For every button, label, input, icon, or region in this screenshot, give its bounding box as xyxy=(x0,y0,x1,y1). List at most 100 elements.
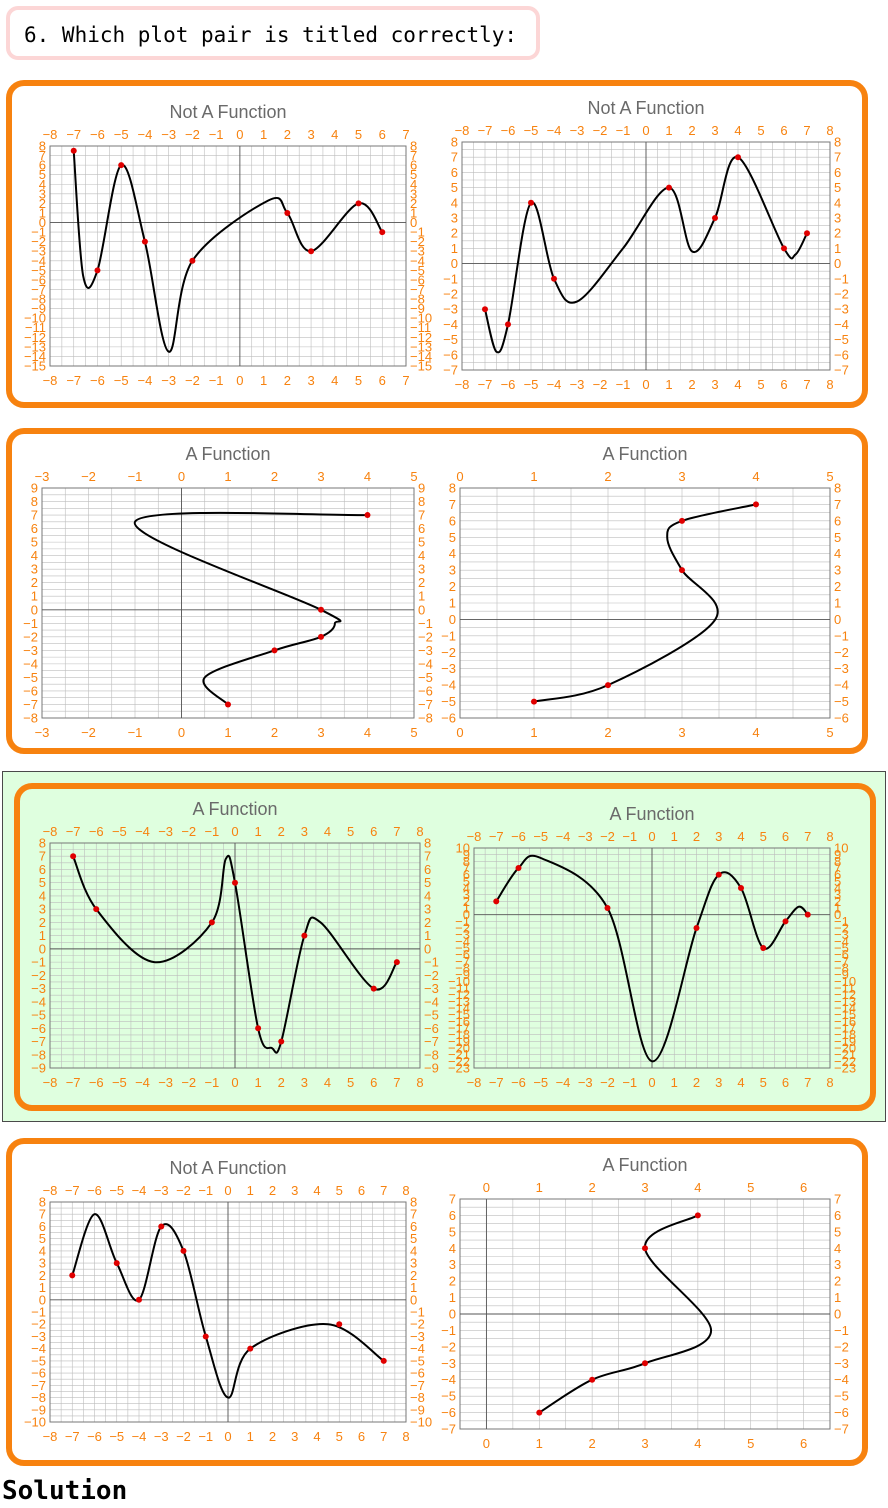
y-tick-label: 5 xyxy=(410,1231,417,1246)
y-tick-label: −4 xyxy=(31,253,46,268)
x-tick-label: −3 xyxy=(161,373,176,388)
x-tick-label: 7 xyxy=(380,1183,387,1198)
data-point xyxy=(141,238,148,245)
y-tick-label: 2 xyxy=(451,226,458,241)
chart-title: Not A Function xyxy=(587,98,704,118)
y-tick-label: −13 xyxy=(410,339,432,354)
x-tick-label: 1 xyxy=(224,725,231,740)
x-tick-label: 2 xyxy=(693,829,700,844)
x-tick-label: 1 xyxy=(255,824,262,839)
y-tick-label: 0 xyxy=(424,941,431,956)
y-tick-label: 8 xyxy=(449,481,456,496)
x-tick-label: −7 xyxy=(478,377,493,392)
y-tick-label: 7 xyxy=(463,861,470,876)
y-tick-label: −15 xyxy=(24,359,46,374)
chart-svg: −8−8−7−7−6−6−5−5−4−4−3−3−2−2−1−100112233… xyxy=(443,98,849,392)
y-tick-label: 5 xyxy=(451,180,458,195)
chart-title: Not A Function xyxy=(169,102,286,122)
x-tick-label: 4 xyxy=(313,1183,320,1198)
y-tick-label: 6 xyxy=(39,862,46,877)
x-tick-label: −6 xyxy=(90,373,105,388)
y-tick-label: 0 xyxy=(451,256,458,271)
x-tick-label: 5 xyxy=(747,1436,754,1451)
answer-option-1[interactable] xyxy=(6,80,868,408)
y-tick-label: −3 xyxy=(31,1329,46,1344)
data-point xyxy=(528,199,534,206)
y-tick-label: −3 xyxy=(441,661,456,676)
plot-4-left: −8 −8 −7 −7 −6 −6 −5 −5 −4 −4 −3 −3 −2 −2 −1 −1 0 0 1 1 2 2 3 3… xyxy=(24,1158,432,1444)
x-tick-label: −4 xyxy=(138,373,153,388)
x-tick-label: 5 xyxy=(410,725,417,740)
y-tick-label: 7 xyxy=(834,861,841,876)
x-tick-label: 6 xyxy=(370,1075,377,1090)
x-tick-label: −7 xyxy=(489,1075,504,1090)
y-tick-label: 8 xyxy=(410,139,417,154)
y-tick-label: 8 xyxy=(410,1195,417,1210)
y-tick-label: −3 xyxy=(418,643,433,658)
y-tick-label: −3 xyxy=(410,244,425,259)
data-point xyxy=(355,200,362,207)
answer-option-2[interactable] xyxy=(6,428,868,754)
y-tick-label: −9 xyxy=(31,1061,46,1076)
plot-4-right: 0 0 1 1 2 2 3 3 4 4 5 5 6 6 −7 −7 −6 −6 −5 −5 −4 −4 −3 −3 −2 −2 −1… xyxy=(441,1155,849,1451)
y-tick-label: −15 xyxy=(448,1007,470,1022)
chart-title: A Function xyxy=(609,804,694,824)
x-tick-label: −8 xyxy=(43,1429,58,1444)
x-tick-label: 8 xyxy=(826,1075,833,1090)
x-tick-label: −6 xyxy=(87,1183,102,1198)
data-point xyxy=(753,501,759,508)
y-tick-label: 8 xyxy=(463,854,470,869)
y-tick-label: −6 xyxy=(441,711,456,726)
y-tick-label: −15 xyxy=(834,1007,856,1022)
y-tick-label: −7 xyxy=(834,363,849,378)
y-tick-label: 3 xyxy=(449,1257,456,1272)
x-tick-label: 4 xyxy=(331,373,338,388)
y-tick-label: −8 xyxy=(410,1390,425,1405)
data-point xyxy=(232,879,238,886)
answer-option-3[interactable] xyxy=(14,783,876,1111)
y-tick-label: −4 xyxy=(443,317,458,332)
grid xyxy=(459,487,831,719)
x-tick-label: 1 xyxy=(671,829,678,844)
x-tick-label: 8 xyxy=(416,1075,423,1090)
y-tick-label: 3 xyxy=(834,211,841,226)
solution-label: Solution xyxy=(2,1476,128,1506)
y-tick-label: −5 xyxy=(834,694,849,709)
x-tick-label: 7 xyxy=(803,123,810,138)
y-tick-label: 1 xyxy=(424,928,431,943)
question-box: 6. Which plot pair is titled correctly: xyxy=(6,6,540,60)
x-tick-label: −2 xyxy=(176,1183,191,1198)
y-tick-label: −9 xyxy=(410,1402,425,1417)
y-tick-label: 5 xyxy=(39,875,46,890)
x-tick-label: 5 xyxy=(336,1183,343,1198)
data-point xyxy=(505,321,511,328)
chart-svg: −8−8−7−7−6−6−5−5−4−4−3−3−2−2−1−100112233… xyxy=(24,102,432,388)
y-tick-label: 1 xyxy=(31,589,38,604)
y-tick-label: 9 xyxy=(834,847,841,862)
x-tick-label: −3 xyxy=(161,127,176,142)
x-tick-label: −7 xyxy=(66,824,81,839)
y-tick-label: −2 xyxy=(23,629,38,644)
data-point xyxy=(605,682,611,689)
data-point xyxy=(318,606,324,613)
y-tick-label: 1 xyxy=(39,928,46,943)
y-tick-label: −8 xyxy=(31,1047,46,1062)
x-tick-label: −3 xyxy=(35,469,50,484)
y-tick-label: 3 xyxy=(39,186,46,201)
y-tick-label: 7 xyxy=(424,849,431,864)
y-tick-label: −4 xyxy=(418,656,433,671)
y-tick-label: 5 xyxy=(39,167,46,182)
x-tick-label: 5 xyxy=(355,373,362,388)
x-tick-label: −7 xyxy=(66,373,81,388)
y-tick-label: 3 xyxy=(39,1256,46,1271)
y-tick-label: 8 xyxy=(39,1195,46,1210)
y-tick-label: −5 xyxy=(424,1008,439,1023)
x-tick-label: 4 xyxy=(737,1075,744,1090)
y-tick-label: 6 xyxy=(410,1219,417,1234)
y-tick-label: 8 xyxy=(424,836,431,851)
x-tick-label: −1 xyxy=(128,469,143,484)
x-tick-label: 5 xyxy=(355,127,362,142)
x-tick-label: 0 xyxy=(642,123,649,138)
data-point xyxy=(715,871,722,878)
y-tick-label: 6 xyxy=(39,158,46,173)
